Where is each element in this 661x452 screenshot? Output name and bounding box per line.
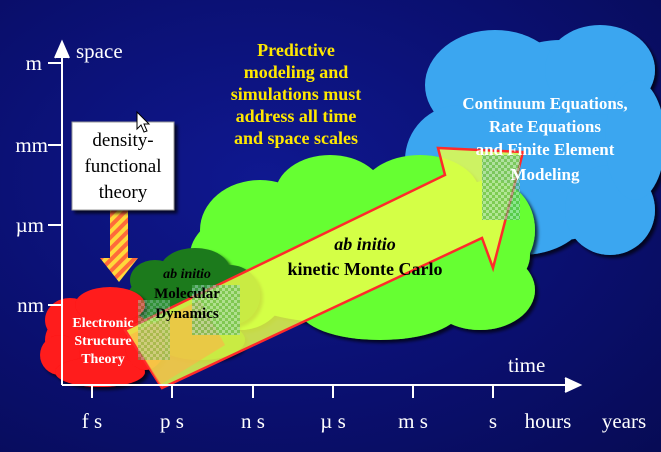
x-tick-us: µ s: [320, 409, 346, 433]
md-line-3: Dynamics: [155, 306, 218, 322]
x-tick-s: s: [489, 409, 497, 433]
continuum-line-2: Rate Equations: [489, 117, 601, 136]
x-axis-arrowhead: [564, 377, 583, 393]
axes: [48, 39, 583, 398]
mouse-cursor-icon: [136, 110, 151, 133]
x-tick-fs: f s: [82, 409, 102, 433]
md-line-1: ab initio: [163, 267, 211, 282]
dft-down-arrow: [100, 205, 138, 282]
headline-line-1: Predictive: [257, 40, 335, 60]
y-axis-label: space: [76, 39, 123, 63]
kmc-line-2: kinetic Monte Carlo: [288, 259, 443, 279]
headline: Predictive modeling and simulations must…: [231, 40, 362, 148]
x-tick-ns: n s: [241, 409, 265, 433]
electronic-label: Electronic Structure Theory: [72, 316, 133, 367]
continuum-label: Continuum Equations, Rate Equations and …: [462, 94, 627, 184]
dft-box: density- functional theory: [71, 121, 175, 211]
x-tick-hours: hours: [525, 409, 572, 433]
x-tick-ps: p s: [160, 409, 184, 433]
y-tick-um: µm: [16, 213, 44, 237]
x-axis-label: time: [508, 353, 545, 377]
dft-line-1: density-: [92, 130, 153, 151]
electronic-line-1: Electronic: [72, 316, 133, 331]
kmc-line-1: ab initio: [334, 234, 396, 254]
electronic-md-overlap: [138, 300, 170, 360]
md-line-2: Molecular: [154, 286, 220, 302]
headline-line-4: address all time: [236, 106, 357, 126]
dft-line-2: functional: [84, 156, 161, 177]
y-tick-mm: mm: [15, 133, 48, 157]
y-axis-arrowhead: [54, 39, 70, 59]
continuum-line-1: Continuum Equations,: [462, 94, 627, 113]
y-tick-m: m: [26, 51, 42, 75]
x-tick-ms: m s: [398, 409, 428, 433]
kmc-continuum-overlap: [482, 155, 520, 220]
headline-line-5: and space scales: [234, 128, 358, 148]
md-kmc-overlap: [192, 285, 240, 335]
electronic-line-3: Theory: [81, 352, 125, 367]
dft-line-3: theory: [99, 182, 148, 203]
continuum-line-3: and Finite Element: [476, 140, 615, 159]
headline-line-3: simulations must: [231, 84, 362, 104]
electronic-cloud: [40, 287, 165, 387]
continuum-line-4: Modeling: [511, 165, 580, 184]
x-tick-years: years: [602, 409, 646, 433]
y-tick-nm: nm: [17, 293, 44, 317]
headline-line-2: modeling and: [244, 62, 349, 82]
electronic-line-2: Structure: [74, 334, 131, 349]
